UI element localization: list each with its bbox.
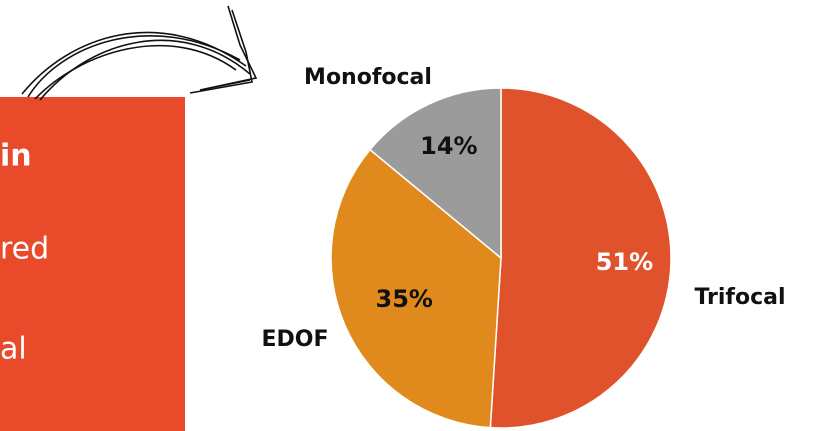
- panel-line: al: [0, 332, 27, 367]
- panel-line: red: [0, 232, 49, 267]
- value-label: 51%: [596, 248, 653, 276]
- pie-slice: [330, 148, 502, 429]
- value-label: 35%: [376, 285, 433, 313]
- panel-line: in: [0, 139, 32, 174]
- pie-slice: [489, 87, 672, 429]
- sketch-arrow: [21, 5, 258, 101]
- category-label: EDOF: [261, 327, 328, 352]
- value-label: 14%: [420, 132, 477, 160]
- category-label: Monofocal: [304, 65, 432, 90]
- category-label: Trifocal: [694, 285, 785, 310]
- pie-slice: [368, 87, 502, 260]
- text-panel: [0, 97, 185, 431]
